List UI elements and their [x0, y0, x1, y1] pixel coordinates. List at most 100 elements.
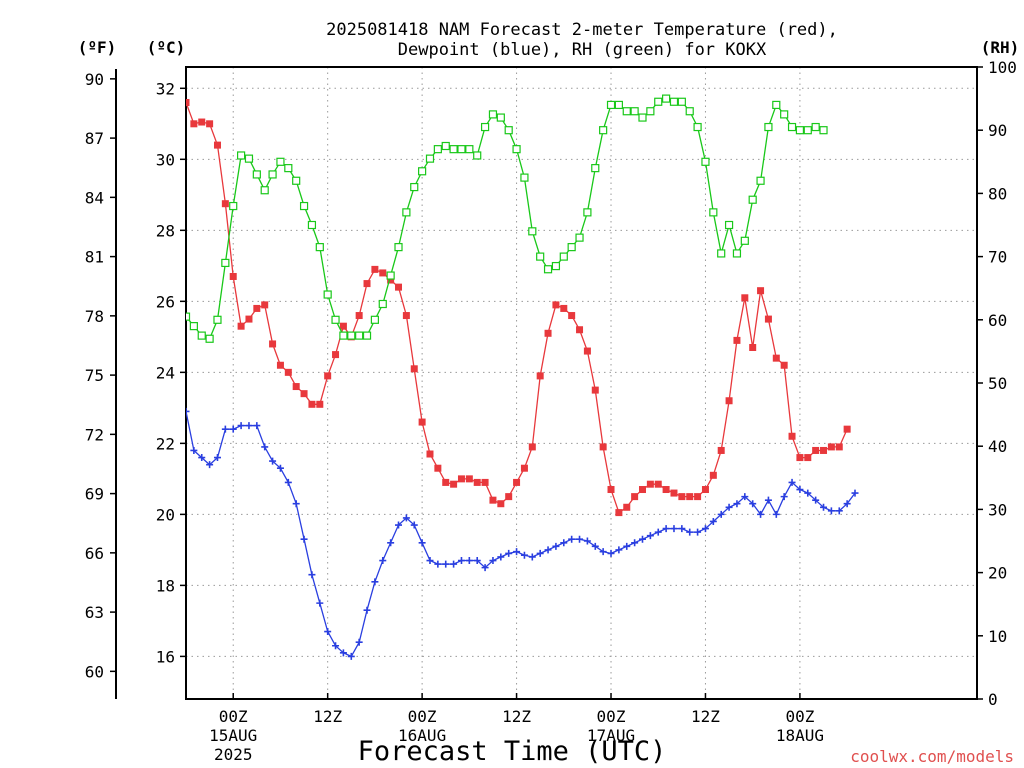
- temp-point: [300, 390, 308, 398]
- rh-point: [551, 261, 561, 271]
- rh-tick-label: 70: [988, 248, 1007, 267]
- temp-point: [772, 354, 780, 362]
- rh-point: [575, 233, 584, 242]
- dewpoint-point: [332, 642, 340, 650]
- credit-link[interactable]: coolwx.com/models: [850, 747, 1014, 766]
- dewpoint-point: [686, 528, 694, 536]
- temp-point: [426, 450, 434, 458]
- dewpoint-point: [631, 539, 639, 547]
- temp-point: [221, 200, 229, 208]
- f-tick-label: 87: [85, 129, 104, 148]
- dewpoint-point: [213, 454, 221, 462]
- rh-point: [292, 176, 301, 185]
- temp-point: [473, 478, 481, 486]
- dewpoint-point: [402, 514, 410, 522]
- rh-point: [268, 170, 277, 179]
- dewpoint-point: [363, 606, 371, 614]
- dewpoint-point: [827, 507, 835, 515]
- dewpoint-point: [387, 539, 395, 547]
- x-tick-label-time: 00Z: [597, 707, 626, 726]
- dewpoint-point: [221, 425, 229, 433]
- dewpoint-point: [418, 539, 426, 547]
- dewpoint-point: [442, 560, 450, 568]
- temp-point: [686, 493, 694, 501]
- rh-point: [630, 107, 639, 116]
- temp-point: [284, 368, 292, 376]
- dewpoint-point: [379, 557, 387, 565]
- rh-point: [370, 315, 379, 324]
- rh-point: [669, 97, 679, 106]
- temp-point: [749, 343, 757, 351]
- rh-point: [764, 122, 773, 132]
- rh-point: [701, 157, 710, 166]
- x-tick-label-time: 12Z: [502, 707, 531, 726]
- rh-tick-label: 50: [988, 374, 1007, 393]
- rh-point: [410, 182, 419, 192]
- temp-point: [843, 425, 851, 433]
- dewpoint-point: [292, 500, 300, 508]
- temp-point: [269, 340, 277, 348]
- temp-point: [678, 493, 686, 501]
- dewpoint-point: [481, 564, 489, 572]
- chart-grid: [186, 67, 977, 699]
- rh-tick-label: 40: [988, 437, 1007, 456]
- temp-point: [788, 432, 796, 440]
- dewpoint-point: [694, 528, 702, 536]
- dewpoint-point: [757, 510, 765, 518]
- rh-tick-label: 10: [988, 627, 1007, 646]
- dewpoint-point: [237, 422, 245, 430]
- f-tick-label: 84: [85, 188, 104, 207]
- rh-point: [465, 145, 474, 154]
- dewpoint-point: [835, 507, 843, 515]
- dewpoint-point: [190, 446, 198, 454]
- temp-point: [812, 446, 820, 454]
- dewpoint-point: [812, 496, 820, 504]
- rh-point: [748, 195, 757, 204]
- dewpoint-point: [709, 517, 717, 525]
- rh-point: [638, 113, 647, 122]
- rh-point: [441, 141, 450, 151]
- temp-point: [450, 480, 458, 488]
- c-tick-label: 16: [156, 647, 175, 666]
- rh-point: [803, 126, 812, 135]
- temp-point: [733, 336, 741, 344]
- dewpoint-point: [229, 425, 237, 433]
- rh-point: [433, 145, 442, 154]
- rh-point: [504, 126, 513, 135]
- rh-point: [693, 122, 702, 132]
- rh-point: [677, 97, 686, 106]
- rh-point: [449, 145, 458, 154]
- dewpoint-point: [355, 638, 363, 646]
- rh-point: [307, 220, 317, 230]
- temp-point: [591, 386, 599, 394]
- rh-point: [756, 176, 765, 185]
- rh-point: [732, 249, 742, 258]
- temp-point: [670, 489, 678, 497]
- rh-point: [189, 322, 198, 331]
- temp-point: [237, 322, 245, 330]
- temp-point: [481, 478, 489, 486]
- dewpoint-point: [764, 496, 772, 504]
- rh-point: [543, 265, 553, 274]
- x-tick-label-time: 00Z: [219, 707, 248, 726]
- f-tick-label: 90: [85, 70, 104, 89]
- dewpoint-point: [701, 525, 709, 533]
- rh-point: [567, 243, 576, 252]
- dewpoint-point: [733, 500, 741, 508]
- rh-point: [347, 331, 356, 340]
- temp-point: [253, 304, 261, 312]
- dewpoint-point: [646, 532, 654, 540]
- temp-point: [213, 141, 221, 149]
- rh-point: [378, 299, 387, 309]
- dewpoint-point: [662, 525, 670, 533]
- rh-point: [717, 249, 726, 258]
- dewpoint-point: [261, 443, 269, 451]
- temp-point: [316, 400, 324, 408]
- rh-point: [244, 154, 254, 163]
- dewpoint-point: [820, 503, 828, 511]
- temp-point: [827, 443, 835, 451]
- temp-point: [583, 347, 591, 355]
- c-tick-label: 32: [156, 79, 175, 98]
- dewpoint-point: [678, 525, 686, 533]
- dewpoint-point: [206, 461, 214, 469]
